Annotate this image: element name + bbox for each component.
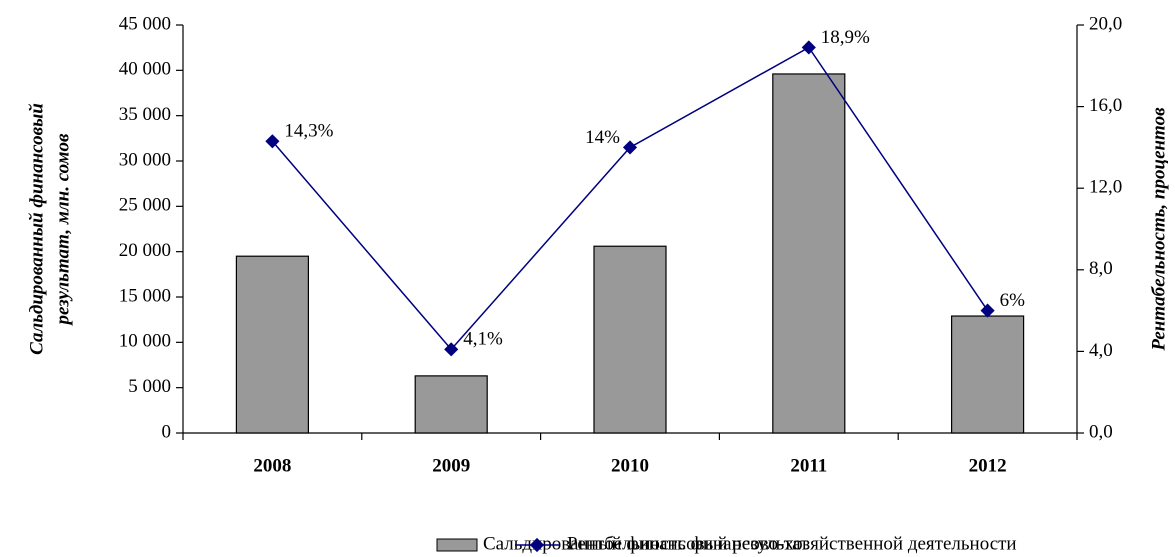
- legend-marker: [529, 537, 545, 553]
- legend-label: Сальдированный финансовый результат: [483, 533, 809, 554]
- y-tick-label: 10 000: [119, 331, 171, 352]
- y-tick-label: 5 000: [128, 376, 171, 397]
- legend-swatch: [436, 538, 478, 552]
- bar: [414, 375, 488, 434]
- marker: [622, 140, 638, 155]
- x-tick-label: 2009: [432, 455, 470, 476]
- bar: [950, 315, 1025, 434]
- bar: [593, 245, 667, 434]
- marker: [801, 40, 816, 55]
- data-label: 14%: [585, 127, 620, 148]
- y2-axis-label: Рентабельность, процентов: [1148, 107, 1169, 352]
- y2-tick-label: 20,0: [1089, 13, 1122, 34]
- data-label: 14,3%: [284, 121, 333, 142]
- y-axis-label: Сальдированный финансовый: [26, 103, 47, 355]
- y-tick-label: 40 000: [119, 59, 171, 80]
- y-tick-label: 15 000: [119, 285, 171, 306]
- x-tick-label: 2012: [969, 455, 1007, 476]
- marker: [444, 342, 459, 357]
- legend-label: Рентбельность финансово-хозяйственной де…: [567, 533, 1017, 554]
- x-tick-label: 2010: [611, 455, 649, 476]
- y-tick-label: 20 000: [119, 240, 171, 261]
- y-tick-label: 45 000: [119, 13, 171, 34]
- y2-tick-label: 0,0: [1089, 421, 1113, 442]
- y-tick-label: 30 000: [119, 149, 171, 170]
- y2-tick-label: 16,0: [1089, 95, 1122, 116]
- x-tick-label: 2011: [790, 455, 827, 476]
- y2-tick-label: 8,0: [1089, 258, 1113, 279]
- data-label: 4,1%: [463, 329, 503, 350]
- y-tick-label: 25 000: [119, 195, 171, 216]
- y-axis-label: результат, млн. сомов: [52, 133, 73, 326]
- data-label: 18,9%: [821, 27, 870, 48]
- x-tick-label: 2008: [253, 455, 291, 476]
- bar: [772, 73, 846, 434]
- bar: [235, 255, 309, 434]
- y2-tick-label: 4,0: [1089, 340, 1113, 361]
- y-tick-label: 35 000: [119, 104, 171, 125]
- y2-tick-label: 12,0: [1089, 177, 1122, 198]
- marker: [980, 303, 995, 318]
- y-tick-label: 0: [162, 421, 172, 442]
- data-label: 6%: [1000, 290, 1026, 311]
- marker: [265, 134, 280, 149]
